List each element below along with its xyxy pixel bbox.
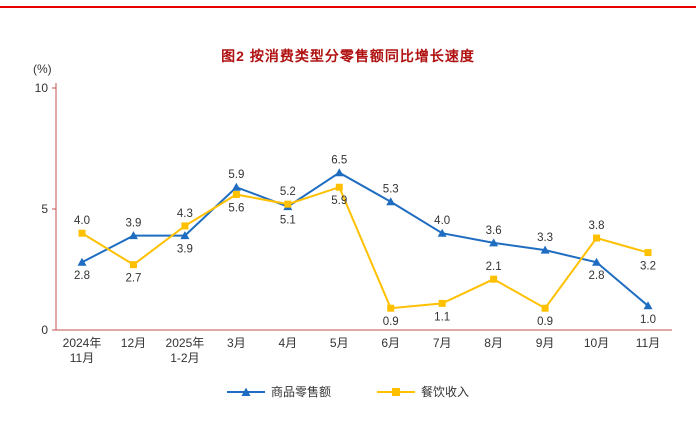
data-point-marker-square — [232, 190, 240, 198]
x-tick-label: 2024年 — [63, 336, 102, 350]
data-point-marker-triangle — [592, 257, 602, 266]
data-point-marker-triangle — [77, 257, 87, 266]
x-tick-label: 11月 — [636, 336, 660, 350]
data-label: 5.3 — [383, 184, 399, 196]
data-label: 6.5 — [331, 155, 347, 167]
x-tick-label: 1-2月 — [170, 351, 199, 365]
x-tick-label: 8月 — [484, 336, 503, 350]
data-point-marker-triangle — [540, 245, 550, 254]
data-point-marker-square — [181, 222, 189, 230]
data-label: 3.3 — [537, 232, 553, 244]
series-line-商品零售额 — [81, 171, 649, 307]
y-tick-label: 0 — [41, 323, 48, 337]
data-label: 5.6 — [228, 202, 244, 214]
data-label: 3.8 — [589, 220, 605, 232]
data-point-marker-square — [129, 261, 137, 269]
data-label: 3.2 — [640, 261, 656, 273]
series-line-餐饮收入 — [81, 185, 649, 310]
data-label: 4.3 — [177, 208, 193, 220]
data-label: 0.9 — [537, 316, 553, 328]
x-tick-label: 10月 — [584, 336, 609, 350]
data-label: 2.8 — [589, 270, 605, 282]
legend-item-catering-income: 餐饮收入 — [377, 383, 469, 400]
data-label: 3.9 — [125, 218, 141, 230]
data-point-marker-triangle — [489, 238, 499, 247]
x-tick-label: 11月 — [70, 351, 94, 365]
data-label: 2.8 — [74, 270, 90, 282]
y-tick-label: 10 — [35, 81, 49, 95]
data-point-marker-square — [593, 234, 601, 242]
catering-income-line-square-icon — [377, 387, 415, 396]
data-label: 5.1 — [280, 215, 296, 227]
x-tick-label: 12月 — [121, 336, 146, 350]
data-label: 3.9 — [177, 244, 193, 256]
y-axis-unit-label: (%) — [33, 62, 52, 76]
x-tick-label: 4月 — [278, 336, 297, 350]
data-point-marker-triangle — [180, 231, 190, 240]
data-label: 1.0 — [640, 314, 656, 326]
data-label: 4.0 — [74, 215, 90, 227]
x-tick-label: 2025年 — [166, 336, 205, 350]
data-label: 2.1 — [486, 261, 502, 273]
data-label: 5.2 — [280, 186, 296, 198]
y-tick-label: 5 — [41, 202, 48, 216]
chart-legend: 商品零售额 餐饮收入 — [0, 383, 696, 400]
data-point-marker-triangle — [128, 231, 138, 240]
data-point-marker-triangle — [231, 182, 241, 191]
x-tick-label: 7月 — [433, 336, 452, 350]
data-point-marker-triangle — [643, 301, 653, 310]
legend-label-catering-income: 餐饮收入 — [421, 385, 470, 399]
data-label: 1.1 — [434, 311, 450, 323]
legend-item-goods-retail: 商品零售额 — [226, 383, 331, 400]
x-tick-label: 3月 — [227, 336, 246, 350]
data-point-marker-triangle — [386, 197, 396, 206]
data-point-marker-square — [541, 304, 549, 312]
data-label: 3.6 — [486, 225, 502, 237]
data-point-marker-square — [335, 183, 343, 191]
data-label: 0.9 — [383, 316, 399, 328]
x-tick-label: 5月 — [330, 336, 349, 350]
data-point-marker-square — [490, 275, 498, 283]
data-point-marker-triangle — [334, 168, 344, 177]
data-label: 2.7 — [125, 273, 141, 285]
data-label: 5.9 — [228, 169, 244, 181]
data-label: 4.0 — [434, 215, 450, 227]
data-label: 5.9 — [331, 195, 347, 207]
x-tick-label: 6月 — [381, 336, 400, 350]
data-point-marker-triangle — [437, 228, 447, 237]
data-point-marker-square — [438, 299, 446, 307]
legend-label-goods-retail: 商品零售额 — [270, 385, 331, 399]
data-point-marker-square — [78, 229, 86, 237]
data-point-marker-square — [284, 200, 292, 208]
x-tick-label: 9月 — [536, 336, 555, 350]
goods-retail-line-triangle-icon — [226, 387, 265, 396]
chart-title: 图2 按消费类型分零售额同比增长速度 — [221, 48, 475, 64]
data-point-marker-square — [387, 304, 395, 312]
top-divider-rule — [0, 6, 696, 8]
data-point-marker-square — [644, 249, 652, 257]
